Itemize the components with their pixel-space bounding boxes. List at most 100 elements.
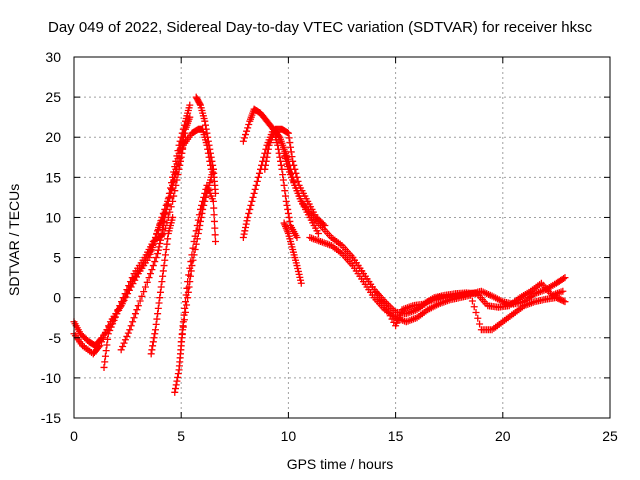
- data-point: [285, 213, 293, 221]
- data-point: [190, 251, 198, 259]
- data-point: [206, 145, 214, 153]
- data-point: [156, 288, 164, 296]
- data-point: [126, 326, 134, 334]
- data-point: [472, 309, 480, 317]
- data-point: [149, 338, 157, 346]
- data-point: [149, 342, 157, 350]
- data-point: [561, 298, 569, 306]
- data-point: [202, 125, 210, 133]
- data-point: [200, 201, 208, 209]
- data-point: [286, 217, 294, 225]
- x-tick-label: 0: [70, 428, 78, 444]
- data-point: [119, 342, 127, 350]
- data-point: [264, 145, 272, 153]
- data-point: [247, 201, 255, 209]
- data-point: [162, 205, 170, 213]
- y-tick-label: 30: [45, 49, 61, 65]
- data-point: [196, 217, 204, 225]
- data-point: [168, 179, 176, 187]
- data-point: [155, 243, 163, 251]
- data-point: [111, 313, 119, 321]
- data-point: [174, 147, 182, 155]
- data-point: [244, 213, 252, 221]
- data-point: [166, 184, 174, 192]
- data-point: [159, 225, 167, 233]
- data-point: [179, 323, 187, 331]
- data-point: [100, 363, 108, 371]
- data-point: [129, 318, 137, 326]
- data-point: [211, 231, 219, 239]
- data-point: [285, 134, 293, 142]
- data-point: [209, 197, 217, 205]
- data-point: [207, 153, 215, 161]
- data-point: [279, 171, 287, 179]
- data-point: [107, 323, 115, 331]
- data-point: [288, 153, 296, 161]
- data-point: [161, 256, 169, 264]
- data-point: [276, 153, 284, 161]
- data-point: [210, 211, 218, 219]
- data-point: [152, 320, 160, 328]
- data-point: [99, 334, 107, 342]
- data-point: [127, 322, 135, 330]
- data-point: [560, 297, 568, 305]
- data-point: [98, 338, 106, 346]
- data-point: [168, 185, 176, 193]
- data-point: [173, 377, 181, 385]
- data-point: [468, 297, 476, 305]
- data-point: [96, 342, 104, 350]
- data-point: [163, 240, 171, 248]
- data-point: [110, 316, 118, 324]
- data-point: [240, 230, 248, 238]
- data-point: [177, 338, 185, 346]
- data-point: [104, 330, 112, 338]
- data-point: [156, 220, 164, 228]
- data-point: [161, 251, 169, 259]
- data-point: [164, 235, 172, 243]
- y-tick-label: 15: [45, 169, 61, 185]
- data-point: [294, 177, 302, 185]
- data-point: [162, 246, 170, 254]
- data-point: [274, 141, 282, 149]
- data-point: [203, 129, 211, 137]
- data-point: [191, 246, 199, 254]
- data-point: [474, 314, 482, 322]
- data-point: [109, 320, 117, 328]
- data-point: [156, 240, 164, 248]
- data-point: [167, 203, 175, 211]
- data-point: [210, 204, 218, 212]
- data-point: [280, 219, 288, 227]
- data-point: [154, 310, 162, 318]
- data-point: [243, 217, 251, 225]
- data-point: [174, 370, 182, 378]
- data-point: [153, 315, 161, 323]
- data-point: [559, 287, 567, 295]
- data-point: [274, 145, 282, 153]
- data-point: [262, 157, 270, 165]
- chart-title: Day 049 of 2022, Sidereal Day-to-day VTE…: [48, 19, 593, 36]
- data-point: [280, 181, 288, 189]
- data-point: [189, 256, 197, 264]
- data-point: [152, 254, 160, 262]
- y-tick-label: -10: [41, 370, 61, 386]
- data-point: [212, 238, 220, 246]
- data-point: [184, 288, 192, 296]
- data-point: [242, 131, 250, 139]
- data-point: [154, 227, 162, 235]
- data-points: [70, 93, 569, 396]
- data-point: [209, 165, 217, 173]
- y-tick-label: 10: [45, 209, 61, 225]
- data-point: [130, 314, 138, 322]
- data-point: [560, 275, 568, 283]
- data-point: [180, 121, 188, 129]
- data-point: [207, 149, 215, 157]
- data-point: [194, 229, 202, 237]
- data-point: [103, 341, 111, 349]
- data-point: [159, 272, 167, 280]
- data-point: [123, 332, 131, 340]
- data-point: [171, 388, 179, 396]
- data-point: [188, 262, 196, 270]
- data-point: [239, 137, 247, 145]
- y-tick-label: -15: [41, 410, 61, 426]
- data-point: [263, 153, 271, 161]
